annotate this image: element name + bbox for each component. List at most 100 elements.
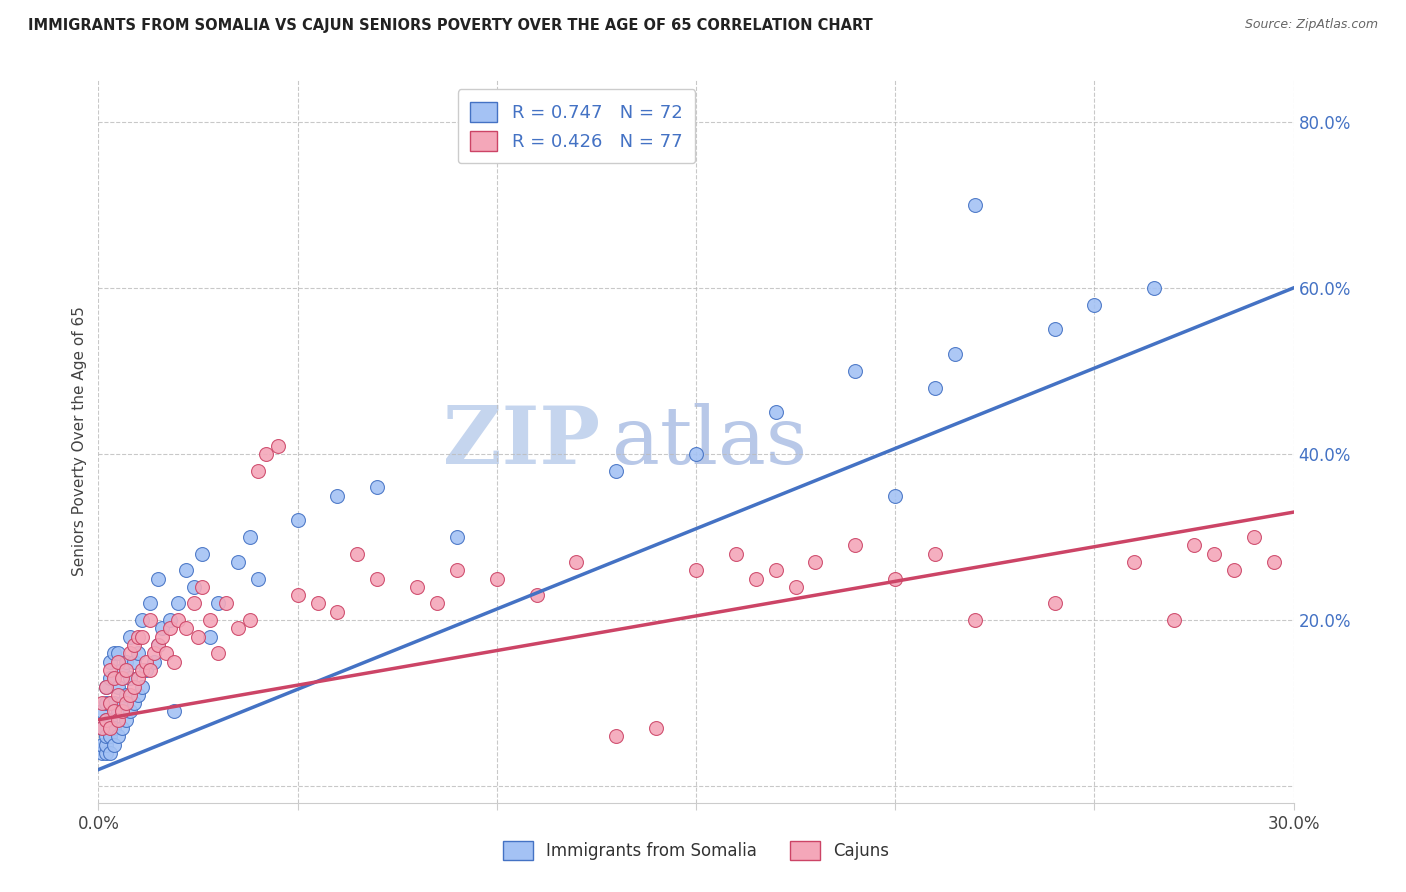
Point bbox=[91, 705, 114, 719]
Point bbox=[91, 721, 114, 735]
Point bbox=[844, 364, 866, 378]
Point bbox=[526, 588, 548, 602]
Point bbox=[884, 489, 907, 503]
Y-axis label: Seniors Poverty Over the Age of 65: Seniors Poverty Over the Age of 65 bbox=[72, 307, 87, 576]
Point bbox=[884, 572, 907, 586]
Point bbox=[150, 621, 173, 635]
Point bbox=[96, 680, 118, 694]
Point bbox=[287, 513, 309, 527]
Point bbox=[1263, 555, 1285, 569]
Point bbox=[174, 621, 197, 635]
Point bbox=[267, 439, 290, 453]
Point bbox=[307, 597, 329, 611]
Text: ZIP: ZIP bbox=[443, 402, 600, 481]
Point bbox=[111, 721, 134, 735]
Point bbox=[111, 705, 134, 719]
Point bbox=[131, 680, 153, 694]
Point bbox=[346, 547, 368, 561]
Point bbox=[1123, 555, 1146, 569]
Point bbox=[139, 597, 162, 611]
Point bbox=[239, 530, 262, 544]
Point bbox=[96, 713, 118, 727]
Point bbox=[127, 646, 149, 660]
Point bbox=[366, 480, 388, 494]
Point bbox=[139, 613, 162, 627]
Point bbox=[98, 671, 122, 685]
Point bbox=[1243, 530, 1265, 544]
Point bbox=[98, 713, 122, 727]
Point bbox=[924, 547, 946, 561]
Point bbox=[198, 613, 221, 627]
Point bbox=[326, 489, 349, 503]
Point bbox=[485, 572, 508, 586]
Point bbox=[844, 538, 866, 552]
Point bbox=[127, 671, 149, 685]
Point bbox=[115, 696, 138, 710]
Point bbox=[124, 680, 146, 694]
Point bbox=[91, 696, 114, 710]
Point bbox=[115, 655, 138, 669]
Point bbox=[124, 638, 146, 652]
Point bbox=[207, 646, 229, 660]
Point bbox=[645, 721, 668, 735]
Point bbox=[446, 563, 468, 577]
Point bbox=[187, 630, 209, 644]
Point bbox=[155, 646, 177, 660]
Text: atlas: atlas bbox=[613, 402, 807, 481]
Point bbox=[120, 646, 142, 660]
Point bbox=[98, 663, 122, 677]
Point bbox=[98, 730, 122, 744]
Point bbox=[120, 671, 142, 685]
Point bbox=[565, 555, 588, 569]
Point bbox=[103, 671, 125, 685]
Point bbox=[120, 688, 142, 702]
Point bbox=[96, 696, 118, 710]
Point bbox=[1043, 597, 1066, 611]
Point bbox=[1143, 281, 1166, 295]
Point bbox=[139, 663, 162, 677]
Point bbox=[107, 688, 129, 702]
Point bbox=[103, 671, 125, 685]
Point bbox=[148, 638, 170, 652]
Point bbox=[143, 646, 166, 660]
Text: IMMIGRANTS FROM SOMALIA VS CAJUN SENIORS POVERTY OVER THE AGE OF 65 CORRELATION : IMMIGRANTS FROM SOMALIA VS CAJUN SENIORS… bbox=[28, 18, 873, 33]
Point bbox=[246, 572, 269, 586]
Point bbox=[98, 655, 122, 669]
Point bbox=[1182, 538, 1205, 552]
Point bbox=[131, 630, 153, 644]
Point bbox=[287, 588, 309, 602]
Point bbox=[804, 555, 827, 569]
Point bbox=[1043, 322, 1066, 336]
Point bbox=[96, 730, 118, 744]
Point bbox=[107, 713, 129, 727]
Point bbox=[143, 655, 166, 669]
Point bbox=[103, 646, 125, 660]
Point bbox=[226, 555, 249, 569]
Point bbox=[1163, 613, 1185, 627]
Point bbox=[103, 738, 125, 752]
Point bbox=[1223, 563, 1246, 577]
Point bbox=[406, 580, 429, 594]
Point bbox=[963, 198, 986, 212]
Point bbox=[191, 547, 214, 561]
Point bbox=[120, 705, 142, 719]
Point bbox=[107, 730, 129, 744]
Point bbox=[605, 464, 627, 478]
Point bbox=[135, 663, 157, 677]
Point bbox=[111, 663, 134, 677]
Point bbox=[198, 630, 221, 644]
Point bbox=[745, 572, 768, 586]
Point bbox=[127, 688, 149, 702]
Point bbox=[96, 746, 118, 760]
Point bbox=[91, 721, 114, 735]
Point bbox=[107, 705, 129, 719]
Point bbox=[115, 713, 138, 727]
Text: Source: ZipAtlas.com: Source: ZipAtlas.com bbox=[1244, 18, 1378, 31]
Point bbox=[765, 563, 787, 577]
Point bbox=[98, 746, 122, 760]
Point bbox=[163, 655, 186, 669]
Point bbox=[115, 688, 138, 702]
Point bbox=[96, 680, 118, 694]
Point bbox=[246, 464, 269, 478]
Point bbox=[366, 572, 388, 586]
